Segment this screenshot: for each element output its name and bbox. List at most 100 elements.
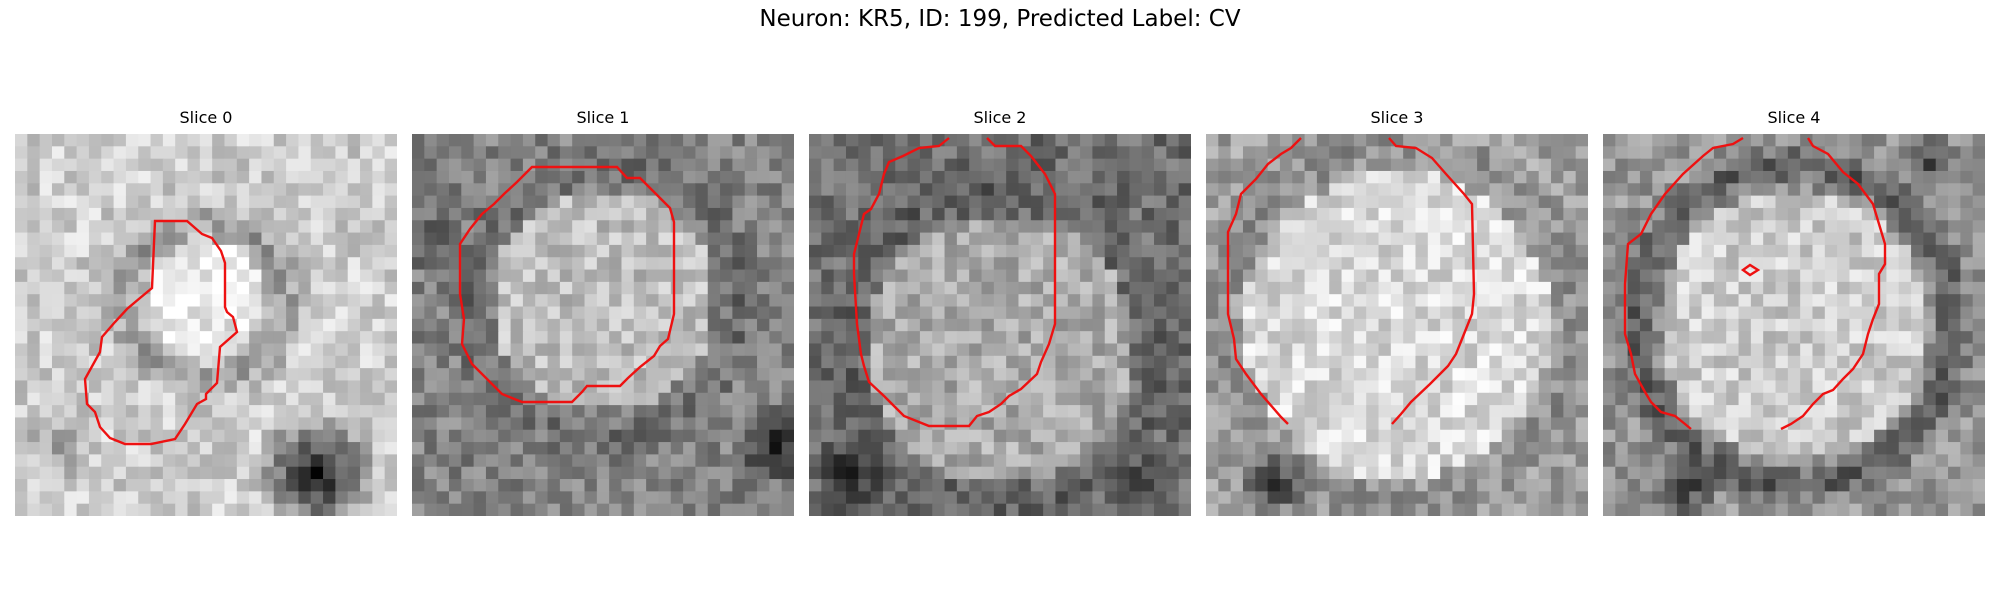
image-pixel — [1154, 442, 1167, 455]
image-pixel — [584, 343, 598, 357]
image-pixel — [1104, 491, 1118, 505]
image-pixel — [1353, 257, 1367, 271]
image-pixel — [1886, 503, 1900, 516]
image-pixel — [76, 491, 90, 505]
image-pixel — [1329, 232, 1343, 246]
image-pixel — [436, 392, 450, 406]
image-pixel — [384, 429, 397, 443]
image-pixel — [436, 466, 450, 480]
image-pixel — [51, 466, 65, 480]
image-pixel — [138, 318, 152, 332]
image-pixel — [907, 220, 921, 234]
image-pixel — [633, 281, 647, 295]
image-pixel — [907, 491, 921, 505]
image-pixel — [1067, 158, 1081, 172]
image-pixel — [596, 405, 610, 419]
image-pixel — [907, 331, 921, 345]
image-pixel — [39, 318, 53, 332]
image-pixel — [1341, 503, 1355, 516]
image-pixel — [273, 417, 287, 431]
image-pixel — [621, 380, 635, 394]
image-pixel — [1415, 244, 1429, 258]
image-pixel — [1279, 454, 1293, 468]
image-pixel — [15, 195, 28, 209]
image-pixel — [1018, 306, 1032, 320]
image-pixel — [436, 454, 450, 468]
image-pixel — [1960, 417, 1974, 431]
image-pixel — [845, 491, 859, 505]
image-pixel — [1255, 146, 1269, 160]
image-pixel — [1440, 479, 1454, 492]
image-pixel — [609, 195, 623, 209]
image-pixel — [51, 195, 65, 209]
image-pixel — [769, 405, 783, 419]
image-pixel — [932, 244, 946, 258]
image-pixel — [88, 207, 102, 221]
image-pixel — [757, 343, 770, 357]
image-pixel — [424, 479, 438, 492]
image-pixel — [113, 146, 127, 160]
image-pixel — [384, 355, 397, 369]
image-pixel — [1738, 479, 1752, 492]
image-pixel — [621, 183, 635, 197]
image-pixel — [1726, 392, 1740, 406]
image-pixel — [485, 158, 499, 172]
image-pixel — [1948, 318, 1961, 332]
image-pixel — [1603, 331, 1616, 345]
image-pixel — [1489, 491, 1503, 505]
image-pixel — [1615, 466, 1629, 480]
image-pixel — [1218, 257, 1232, 271]
image-pixel — [1390, 343, 1404, 357]
image-pixel — [993, 454, 1007, 468]
image-pixel — [596, 158, 610, 172]
image-pixel — [473, 454, 487, 468]
image-pixel — [510, 220, 524, 234]
image-pixel — [1948, 232, 1961, 246]
image-pixel — [1575, 392, 1588, 406]
image-pixel — [547, 294, 561, 308]
image-pixel — [1627, 466, 1641, 480]
image-pixel — [1849, 134, 1863, 147]
image-pixel — [633, 306, 647, 320]
image-pixel — [882, 232, 896, 246]
image-pixel — [907, 207, 921, 221]
image-pixel — [1206, 318, 1219, 332]
image-pixel — [1837, 454, 1851, 468]
image-pixel — [212, 503, 226, 516]
image-pixel — [720, 368, 733, 382]
image-pixel — [1701, 134, 1715, 147]
image-pixel — [1935, 232, 1949, 246]
image-pixel — [1886, 257, 1900, 271]
image-pixel — [1304, 269, 1318, 283]
image-pixel — [757, 405, 770, 419]
image-pixel — [522, 355, 536, 369]
image-pixel — [64, 454, 78, 468]
image-pixel — [907, 306, 921, 320]
image-pixel — [744, 207, 758, 221]
image-pixel — [1080, 146, 1094, 160]
image-pixel — [1403, 294, 1417, 308]
image-pixel — [1043, 146, 1057, 160]
image-pixel — [1563, 306, 1577, 320]
image-pixel — [1267, 491, 1281, 505]
image-pixel — [39, 405, 53, 419]
image-pixel — [993, 343, 1007, 357]
image-pixel — [473, 232, 487, 246]
image-pixel — [1627, 380, 1641, 394]
image-pixel — [1575, 479, 1588, 492]
image-pixel — [473, 183, 487, 197]
image-pixel — [956, 442, 970, 455]
image-pixel — [473, 355, 487, 369]
image-pixel — [1489, 146, 1503, 160]
image-pixel — [1117, 429, 1130, 443]
image-pixel — [621, 429, 635, 443]
image-pixel — [744, 257, 758, 271]
image-pixel — [113, 454, 127, 468]
image-pixel — [932, 503, 946, 516]
image-pixel — [993, 183, 1007, 197]
image-pixel — [646, 170, 660, 184]
image-pixel — [845, 269, 859, 283]
image-pixel — [1104, 146, 1118, 160]
image-pixel — [1067, 417, 1081, 431]
image-pixel — [833, 331, 847, 345]
